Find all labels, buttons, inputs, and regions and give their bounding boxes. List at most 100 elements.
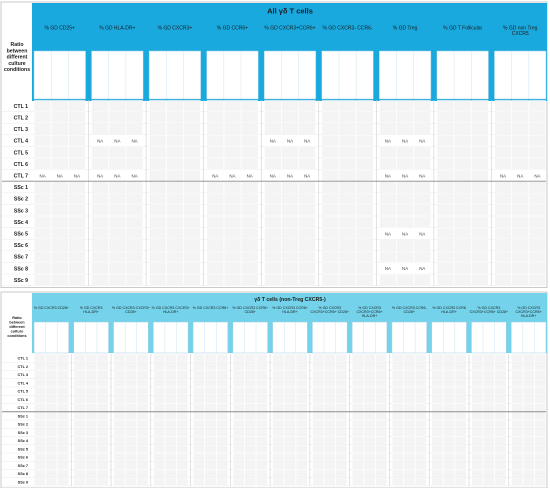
heatmap-cell-1-8-21 <box>312 420 324 428</box>
heatmap-cell-1-14-33 <box>471 469 483 478</box>
heatmap-cell-0-11-4 <box>108 227 126 239</box>
heatmap-cell-1-8-26 <box>375 420 387 428</box>
heatmap-cell-0-7-18 <box>379 181 397 193</box>
heatmap-cell-0-10-6 <box>149 216 167 228</box>
heatmap-cell-1-13-23 <box>335 461 348 470</box>
heatmap-cell-0-3-1 <box>51 135 69 147</box>
heatmap-cell-0-10-11 <box>241 216 259 228</box>
heatmap-cell-0-9-19 <box>396 204 414 216</box>
heatmap-cell-1-1-26 <box>375 362 387 371</box>
heatmap-cell-1-9-22 <box>324 428 336 437</box>
heatmap-cell-1-4-11 <box>176 387 188 395</box>
heatmap-cell-0-8-14 <box>298 193 316 205</box>
heatmap-cell-1-13-3 <box>73 461 86 470</box>
heatmap-cell-0-2-22 <box>454 123 472 135</box>
heatmap-cell-1-1-27 <box>392 362 404 371</box>
heatmap-cell-0-8-12 <box>264 193 282 205</box>
heatmap-cell-1-7-6 <box>113 411 125 420</box>
heatmap-cell-0-10-23 <box>471 216 489 228</box>
heatmap-cell-1-10-29 <box>415 436 427 445</box>
group-subheader-box-0-2 <box>148 50 201 100</box>
heatmap-cell-1-8-15 <box>232 420 245 428</box>
group-label-1-4: % GD CXCR3 CCR6+ <box>193 306 229 310</box>
heatmap-cell-1-12-33 <box>471 453 483 461</box>
heatmap-cell-0-15-12 <box>264 274 282 286</box>
heatmap-cell-1-0-4 <box>85 354 97 362</box>
heatmap-cell-1-3-25 <box>363 378 376 387</box>
heatmap-cell-na-0-11-20: NA <box>419 231 425 236</box>
heatmap-cell-0-7-19 <box>396 181 414 193</box>
heatmap-cell-1-13-19 <box>284 461 296 470</box>
heatmap-cell-1-8-36 <box>511 420 523 428</box>
heatmap-cell-0-8-21 <box>437 193 454 205</box>
heatmap-cell-1-4-34 <box>483 387 495 395</box>
heatmap-cell-1-4-17 <box>256 387 268 395</box>
heatmap-cell-1-0-35 <box>494 354 507 362</box>
row-label-0-7: SSc 1 <box>14 185 28 191</box>
heatmap-cell-0-10-9 <box>206 216 224 228</box>
heatmap-cell-1-2-18 <box>272 370 285 379</box>
heatmap-cell-0-8-7 <box>166 193 184 205</box>
row-label-0-14: SSc 8 <box>14 266 28 272</box>
heatmap-cell-1-14-11 <box>176 469 188 478</box>
row-label-1-11: SSc 5 <box>18 447 28 451</box>
heatmap-cell-0-14-26 <box>528 262 546 274</box>
heatmap-cell-1-13-5 <box>97 461 109 470</box>
heatmap-cell-1-12-19 <box>284 453 296 461</box>
heatmap-cell-0-10-0 <box>34 216 52 228</box>
heatmap-cell-1-6-6 <box>113 403 125 412</box>
heatmap-cell-0-9-7 <box>166 204 184 216</box>
heatmap-cell-1-11-28 <box>403 444 415 453</box>
heatmap-cell-1-12-24 <box>352 453 364 461</box>
heatmap-cell-1-4-26 <box>375 387 387 395</box>
row-label-0-12: SSc 6 <box>14 243 28 249</box>
heatmap-cell-0-0-10 <box>224 100 241 112</box>
heatmap-cell-1-1-38 <box>534 362 546 371</box>
heatmap-cell-1-3-20 <box>295 378 308 387</box>
heatmap-cell-1-2-22 <box>324 370 336 379</box>
heatmap-cell-0-1-0 <box>34 111 52 123</box>
heatmap-cell-0-11-19 <box>396 227 414 239</box>
heatmap-cell-na-0-3-18: NA <box>385 138 391 143</box>
heatmap-cell-1-14-29 <box>415 469 427 478</box>
heatmap-cell-0-3-24 <box>494 135 512 147</box>
heatmap-cell-na-0-3-14: NA <box>304 138 310 143</box>
heatmap-cell-0-3-6 <box>149 135 167 147</box>
heatmap-cell-1-15-11 <box>176 477 188 486</box>
heatmap-cell-1-0-31 <box>443 354 455 362</box>
heatmap-cell-0-6-21 <box>437 169 454 181</box>
heatmap-cell-1-8-20 <box>295 420 308 428</box>
heatmap-cell-1-4-23 <box>335 387 348 395</box>
heatmap-cell-0-13-12 <box>264 251 282 263</box>
heatmap-cell-1-2-0 <box>34 370 46 379</box>
heatmap-cell-1-4-20 <box>295 387 308 395</box>
heatmap-cell-1-12-25 <box>363 453 376 461</box>
row-label-0-1: CTL 2 <box>14 115 28 121</box>
heatmap-cell-1-0-10 <box>165 354 177 362</box>
heatmap-cell-1-6-7 <box>125 403 137 412</box>
heatmap-cell-1-1-25 <box>363 362 376 371</box>
heatmap-cell-1-2-14 <box>216 370 228 379</box>
heatmap-cell-0-4-17 <box>356 146 374 158</box>
heatmap-cell-na-0-6-18: NA <box>385 173 391 178</box>
heatmap-cell-0-11-0 <box>34 227 52 239</box>
heatmap-cell-0-4-4 <box>108 146 126 158</box>
heatmap-cell-1-7-2 <box>57 411 69 420</box>
heatmap-cell-0-1-10 <box>224 111 241 123</box>
heatmap-cell-0-11-11 <box>241 227 259 239</box>
heatmap-cell-0-5-4 <box>108 158 126 170</box>
heatmap-cell-0-5-3 <box>91 158 109 170</box>
row-label-0-4: CTL 5 <box>14 150 28 156</box>
heatmap-cell-1-2-10 <box>165 370 177 379</box>
heatmap-cell-1-3-36 <box>511 378 523 387</box>
heatmap-cell-1-12-23 <box>335 453 348 461</box>
group-subheader-box-1-4 <box>192 321 229 354</box>
heatmap-cell-0-13-7 <box>166 251 184 263</box>
group-label-1-7: % GD CXCR3 CXCR3+CCR6+ CD28+ <box>311 306 349 314</box>
heatmap-cell-1-14-2 <box>57 469 69 478</box>
heatmap-cell-0-15-4 <box>108 274 126 286</box>
heatmap-cell-0-8-1 <box>51 193 69 205</box>
heatmap-cell-0-5-10 <box>224 158 241 170</box>
heatmap-cell-1-12-4 <box>85 453 97 461</box>
heatmap-cell-1-11-10 <box>165 444 177 453</box>
